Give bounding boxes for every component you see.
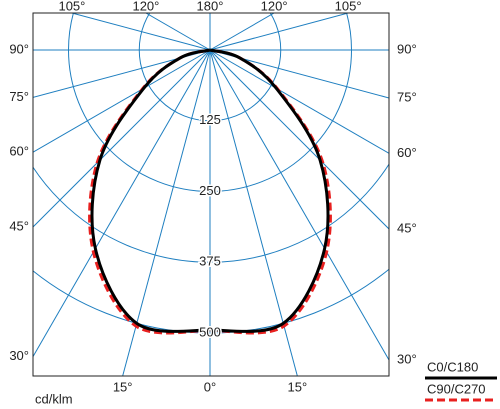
radial-line [209,49,389,361]
angle-label: 180° [197,0,224,13]
angle-label: 15° [288,379,308,394]
frame [32,12,390,377]
grid [33,13,389,376]
radial-line [209,13,275,51]
radial-line [209,13,349,51]
legend-label: C90/C270 [427,381,486,396]
angle-label: 75° [9,89,29,104]
ring-label: 500 [199,324,221,339]
angle-label: 105° [58,0,85,13]
angle-label: 30° [397,351,417,366]
angle-label: 90° [9,41,29,56]
angle-label: 30° [9,348,29,363]
angle-label: 105° [335,0,362,13]
angle-label: 90° [397,41,417,56]
ring [33,163,389,263]
radial-line [33,49,211,357]
ring-label: 125 [199,112,221,127]
intensity-curve [209,48,332,335]
ring-label: 375 [199,254,221,269]
intensity-curve [88,48,211,335]
angle-label: 120° [261,0,288,13]
radial-line [33,49,211,228]
radial-line [71,13,211,51]
curves [88,48,332,335]
angle-label: 60° [397,145,417,160]
angle-label: 15° [113,379,133,394]
angle-label: 60° [9,144,29,159]
radial-line [145,13,211,51]
angle-label: 120° [132,0,159,13]
intensity-curve [209,48,330,333]
radial-line [33,49,211,153]
radial-line [122,49,211,376]
radial-line [209,49,389,230]
radial-line [209,49,298,376]
angle-label: 0° [204,379,216,394]
angle-label: 75° [397,89,417,104]
legend-label: C0/C180 [427,359,478,374]
angle-label: 45° [9,218,29,233]
ring-label: 250 [199,183,221,198]
radial-line [209,49,389,154]
intensity-curve [90,48,211,333]
angle-label: 45° [397,220,417,235]
unit-label: cd/klm [35,391,73,406]
